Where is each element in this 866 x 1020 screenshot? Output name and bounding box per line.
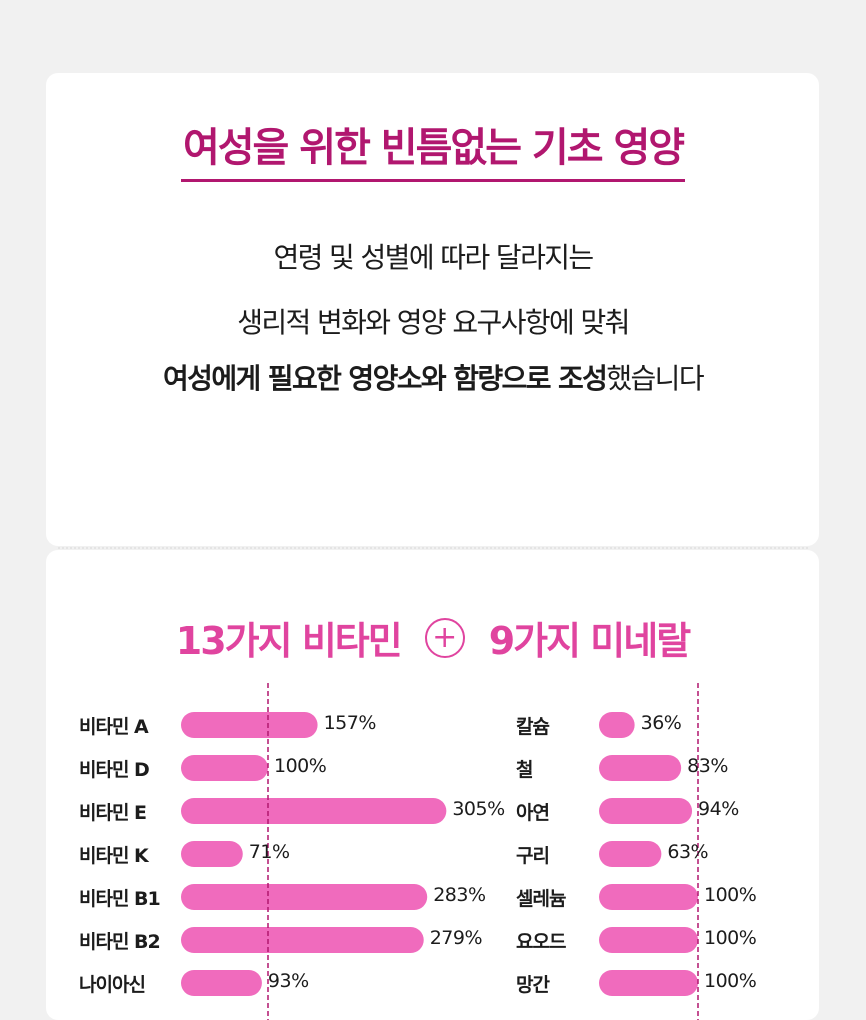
mineral-bar [599, 884, 698, 910]
vitamin-label: 비타민 D [79, 759, 150, 781]
nutrient-card: 13가지 비타민 + 9가지 미네랄 비타민 A 157% 비타민 D 100% 비타민… [46, 550, 819, 1020]
mineral-value-label: 100% [704, 970, 757, 992]
mineral-value-label: 83% [687, 755, 728, 777]
nutrient-chart [181, 683, 699, 1020]
mineral-label: 아연 [516, 802, 550, 824]
mineral-label: 구리 [516, 845, 550, 867]
mineral-label: 요오드 [516, 931, 566, 953]
mineral-label: 철 [516, 759, 534, 781]
vitamin-bar [181, 884, 428, 910]
mineral-label: 셀레늄 [516, 888, 566, 910]
vitamin-label: 비타민 K [79, 845, 149, 867]
vitamin-bar [181, 841, 243, 867]
plus-icon: + [424, 617, 465, 658]
vitamin-bar [181, 927, 424, 953]
mineral-value-label: 36% [640, 712, 682, 734]
vitamin-value-label: 93% [267, 970, 309, 992]
mineral-value-label: 94% [698, 798, 739, 820]
intro-title-text: 여성을 위한 빈틈없는 기초 영양 [180, 115, 685, 182]
mineral-bar [599, 927, 698, 953]
intro-line-3-rest: 했습니다 [606, 362, 704, 395]
vitamin-bar [181, 970, 262, 996]
vitamin-value-label: 71% [248, 841, 290, 863]
intro-line-3: 여성에게 필요한 영양소와 함량으로 조성했습니다 [0, 359, 866, 399]
vitamin-label: 비타민 E [79, 802, 147, 824]
vitamin-value-label: 305% [452, 798, 505, 820]
vitamin-label: 나이아신 [79, 974, 146, 996]
intro-line-3-bold: 여성에게 필요한 영양소와 함량으로 조성 [163, 362, 608, 395]
mineral-value-label: 100% [704, 884, 757, 906]
vitamin-heading: 13가지 비타민 [175, 619, 403, 663]
vitamin-bar [181, 712, 318, 738]
vitamin-label: 비타민 A [79, 716, 149, 738]
mineral-bar [599, 712, 635, 738]
vitamin-value-label: 283% [433, 884, 486, 906]
intro-title: 여성을 위한 빈틈없는 기초 영양 [0, 115, 866, 182]
mineral-heading: 9가지 미네랄 [488, 619, 691, 663]
chart-text-layer: 비타민 A 157% 비타민 D 100% 비타민 E 305% 비타민 K 71% 비타민 B… [46, 550, 819, 1020]
vitamin-bar [181, 755, 268, 781]
intro-line-1: 연령 및 성별에 따라 달라지는 [273, 241, 594, 274]
mineral-label: 망간 [516, 974, 550, 996]
dotted-divider [58, 547, 808, 549]
mineral-bar [599, 970, 698, 996]
vitamin-label: 비타민 B2 [79, 931, 161, 953]
vitamin-bar [181, 798, 447, 824]
mineral-bar [599, 841, 662, 867]
mineral-label: 칼슘 [516, 716, 550, 738]
vitamin-value-label: 157% [323, 712, 377, 734]
mineral-bar [599, 755, 682, 781]
mineral-bar [599, 798, 693, 824]
nutrient-heading: 13가지 비타민 + 9가지 미네랄 [46, 610, 819, 665]
mineral-value-label: 100% [704, 927, 757, 949]
mineral-value-label: 63% [667, 841, 709, 863]
vitamin-value-label: 100% [274, 755, 327, 777]
intro-card [46, 73, 819, 546]
vitamin-value-label: 279% [429, 927, 483, 949]
intro-line-2: 생리적 변화와 영양 요구사항에 맞춰 [237, 306, 630, 339]
vitamin-label: 비타민 B1 [79, 888, 161, 910]
